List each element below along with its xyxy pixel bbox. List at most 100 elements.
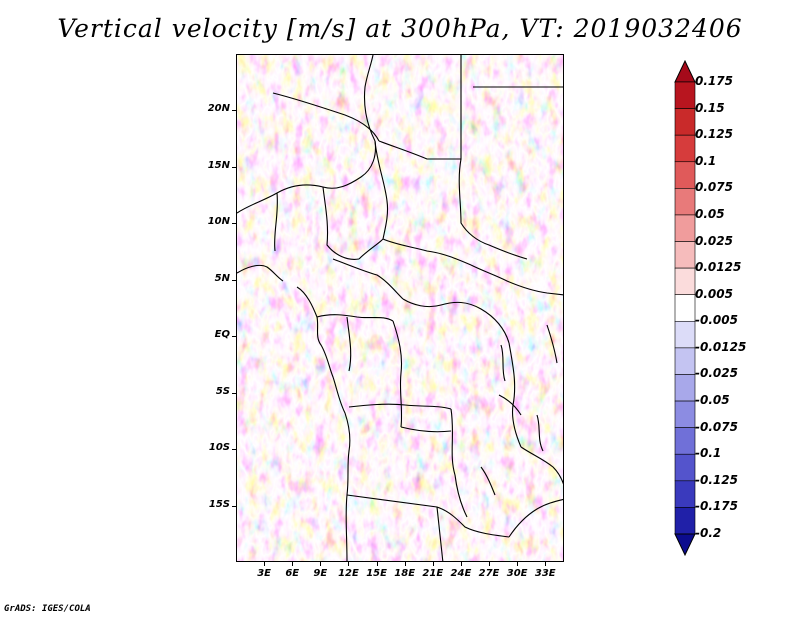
border-line (400, 426, 452, 433)
lat-tick-label: 20N (207, 103, 230, 115)
lat-tick-mark (232, 392, 236, 394)
colorbar (674, 60, 696, 556)
border-line (536, 414, 544, 452)
colorbar-label: -0.025 (695, 366, 738, 381)
colorbar-box (674, 480, 696, 508)
colorbar-label: -0.005 (695, 313, 738, 328)
lat-tick-label: 5S (215, 385, 230, 397)
colorbar-bottom-arrow (674, 533, 696, 556)
velocity-shading (237, 55, 563, 561)
border-line (272, 92, 380, 142)
border-line (520, 446, 563, 485)
lat-tick-mark (232, 505, 236, 507)
lon-tick-mark (489, 562, 491, 566)
lon-tick-mark (517, 562, 519, 566)
chart-title: Vertical velocity [m/s] at 300hPa, VT: 2… (57, 14, 743, 43)
lon-tick-mark (404, 562, 406, 566)
border-line (237, 264, 284, 282)
colorbar-box (674, 427, 696, 455)
colorbar-label: -0.175 (695, 499, 738, 514)
lon-tick-mark (545, 562, 547, 566)
lon-tick-mark (432, 562, 434, 566)
colorbar-label: 0.05 (695, 206, 725, 221)
vertical-velocity-field (237, 55, 563, 561)
colorbar-box (674, 320, 696, 349)
colorbar-box (674, 347, 696, 375)
border-line (382, 238, 472, 266)
lon-tick-mark (292, 562, 294, 566)
lon-tick-label: 21E (422, 568, 444, 579)
lat-tick-mark (232, 279, 236, 281)
colorbar-label: 0.175 (695, 74, 733, 88)
border-line (500, 344, 506, 382)
colorbar-box (674, 453, 696, 482)
colorbar-box (674, 294, 696, 322)
border-line (450, 408, 468, 518)
colorbar-label: 0.025 (695, 233, 733, 248)
lon-tick-label: 27E (478, 568, 500, 579)
border-line (498, 394, 522, 416)
colorbar-box (674, 161, 696, 189)
lat-tick-label: 5N (214, 272, 230, 284)
colorbar-box (674, 374, 696, 402)
colorbar-label: 0.125 (695, 127, 733, 142)
lon-tick-mark (376, 562, 378, 566)
border-line (378, 55, 462, 160)
lat-tick-mark (232, 110, 236, 112)
lat-tick-mark (232, 166, 236, 168)
lon-tick-mark (348, 562, 350, 566)
border-line (346, 494, 510, 538)
lon-tick-label: 30E (506, 568, 528, 579)
lat-tick-label: EQ (214, 329, 230, 341)
colorbar-label: 0.15 (695, 100, 725, 115)
border-line (363, 55, 376, 142)
lat-tick-mark (232, 449, 236, 451)
lat-tick-label: 15S (208, 498, 230, 510)
border-line (358, 238, 384, 260)
border-line (546, 324, 558, 364)
lon-tick-label: 33E (534, 568, 556, 579)
lon-tick-mark (264, 562, 266, 566)
border-line (322, 186, 360, 260)
lat-tick-label: 10N (207, 216, 230, 228)
lon-tick-label: 15E (366, 568, 387, 579)
border-line (402, 298, 510, 344)
lon-tick-label: 12E (338, 568, 359, 579)
country-borders (237, 55, 563, 561)
colorbar-top-arrow (674, 60, 696, 83)
grads-credit: GrADS: IGES/COLA (4, 604, 91, 614)
border-line (332, 258, 404, 300)
border-line (470, 264, 563, 296)
border-line (274, 192, 278, 252)
lon-tick-label: 3E (257, 568, 271, 579)
colorbar-box (674, 507, 696, 535)
colorbar-label: -0.05 (695, 393, 730, 408)
colorbar-label: 0.0125 (695, 260, 742, 275)
border-line (296, 286, 351, 561)
border-line (346, 316, 352, 372)
lat-tick-label: 15N (207, 159, 230, 171)
colorbar-box (674, 81, 696, 109)
colorbar-label: -0.0125 (695, 339, 747, 354)
colorbar-label: -0.1 (695, 446, 722, 461)
colorbar-box (674, 400, 696, 428)
colorbar-box (674, 214, 696, 242)
lon-tick-label: 9E (313, 568, 328, 579)
border-line (374, 140, 389, 240)
lon-tick-label: 6E (285, 568, 300, 579)
colorbar-label: 0.075 (695, 180, 733, 195)
colorbar-label: -0.2 (695, 526, 722, 540)
lon-tick-label: 18E (394, 568, 416, 579)
colorbar-box (674, 108, 696, 136)
border-line (480, 466, 496, 496)
lat-tick-mark (232, 336, 236, 338)
lon-tick-mark (320, 562, 322, 566)
colorbar-label: 0.1 (695, 153, 717, 168)
colorbar-box (674, 134, 696, 163)
lat-tick-label: 10S (208, 442, 230, 454)
lat-tick-mark (232, 223, 236, 225)
colorbar-box (674, 188, 696, 216)
border-line (508, 498, 563, 538)
colorbar-box (674, 241, 696, 269)
border-line (392, 320, 403, 428)
